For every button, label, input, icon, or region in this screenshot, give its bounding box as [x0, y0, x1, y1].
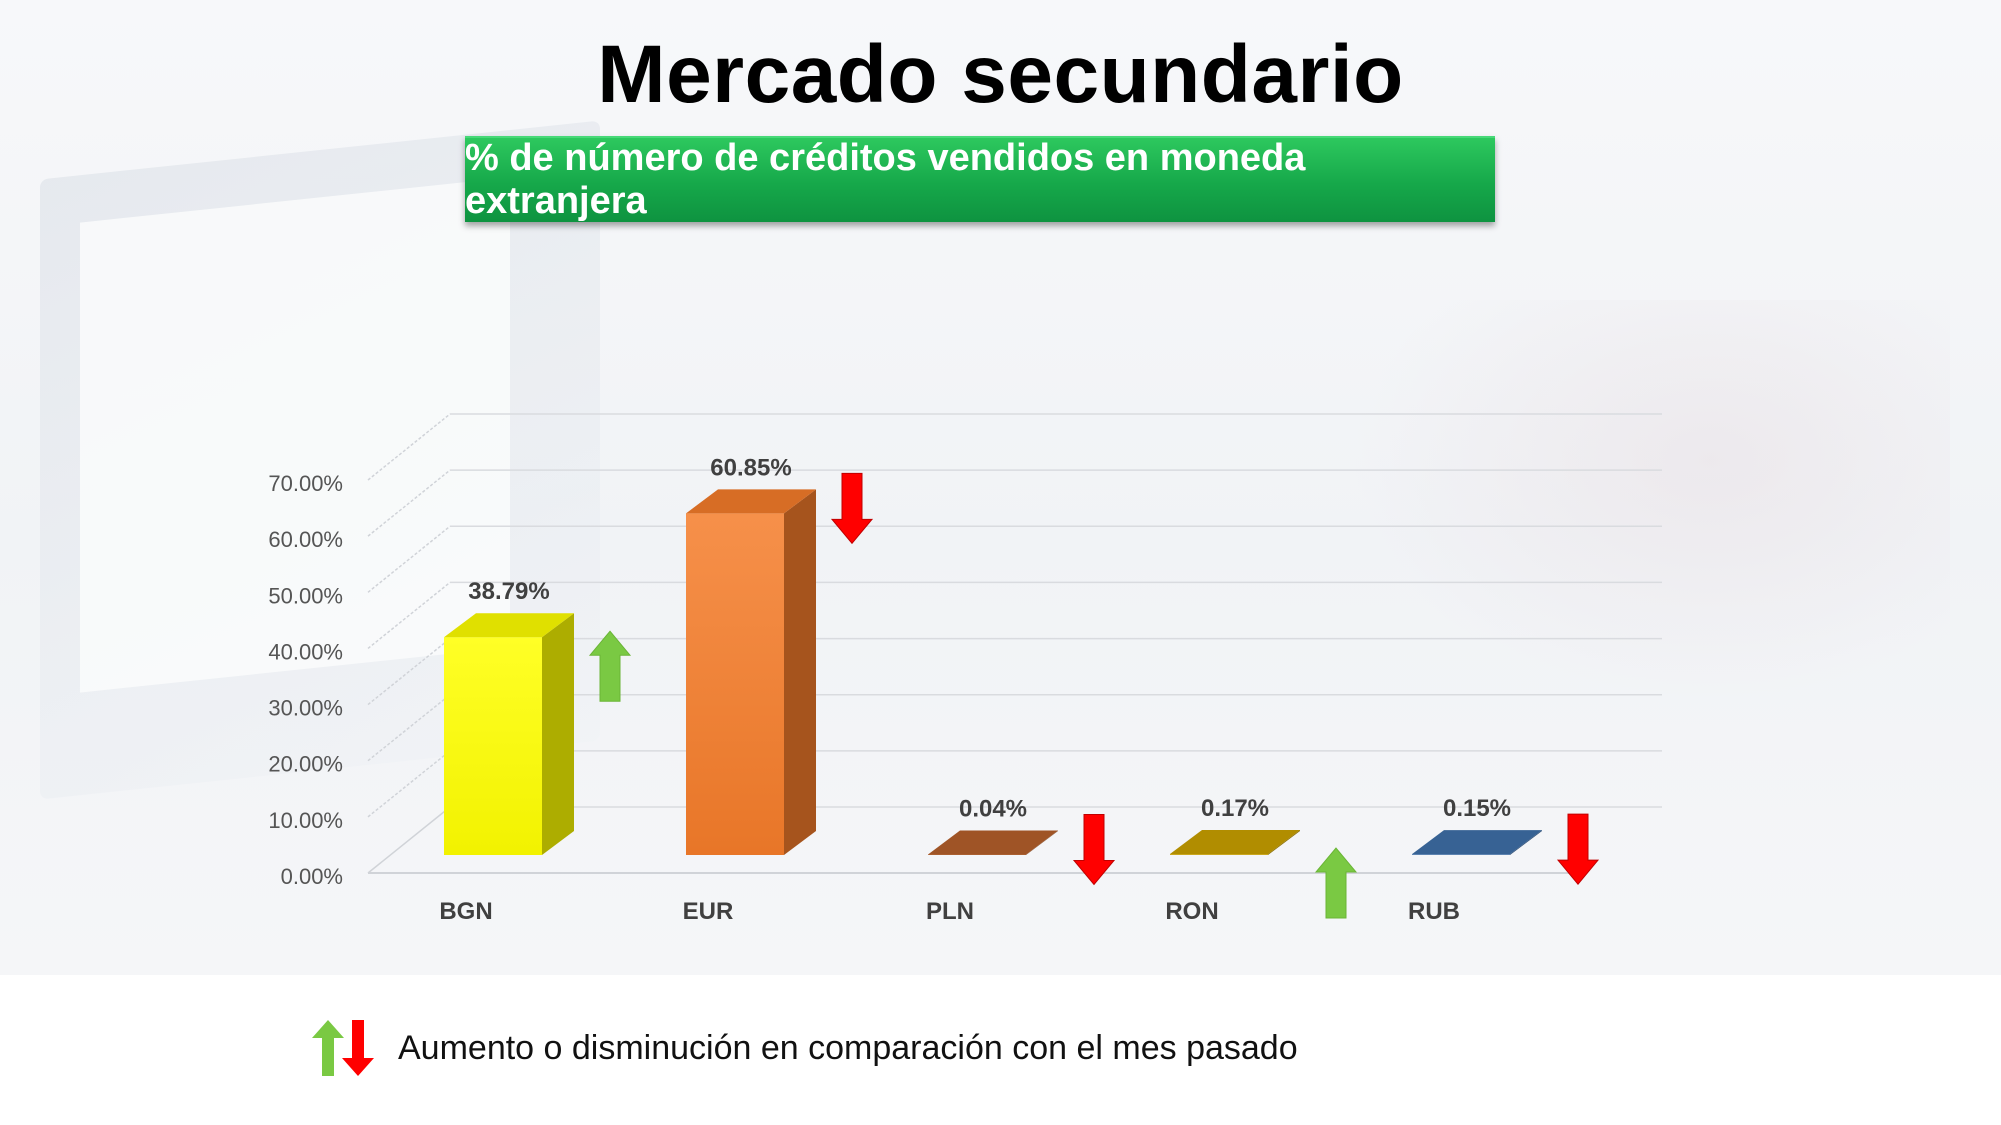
- y-tick-label: 70.00%: [268, 471, 343, 496]
- bar-ron: [1170, 854, 1268, 855]
- down-arrow-icon-pln: [1072, 814, 1116, 886]
- down-arrow-icon-eur: [830, 472, 874, 545]
- category-label-rub: RUB: [1408, 898, 1460, 925]
- y-tick-label: 50.00%: [268, 583, 343, 608]
- bar-side-eur: [784, 489, 816, 855]
- data-label-pln: 0.04%: [959, 796, 1027, 823]
- bar-top-bgn: [444, 613, 574, 638]
- bar-side-pln: [1026, 830, 1058, 855]
- bar-side-rub: [1510, 830, 1542, 855]
- data-label-ron: 0.17%: [1201, 795, 1269, 822]
- bar-top-eur: [686, 489, 816, 514]
- wall-gridline: [367, 525, 451, 593]
- bar-top-pln: [928, 830, 1058, 855]
- wall-gridline: [367, 750, 451, 818]
- wall-gridline: [367, 694, 451, 762]
- legend: Aumento o disminución en comparación con…: [312, 1018, 1298, 1078]
- down-arrow-icon-rub: [1556, 813, 1600, 885]
- wall-gridline: [367, 469, 451, 537]
- bar-bgn: [444, 637, 542, 855]
- wall-gridline: [367, 806, 451, 874]
- bar-top-rub: [1412, 830, 1542, 855]
- legend-down-arrow-icon: [342, 1020, 374, 1076]
- bar-side-bgn: [542, 613, 574, 855]
- y-tick-label: 40.00%: [268, 639, 343, 664]
- wall-gridline: [367, 581, 451, 650]
- bar-pln: [928, 854, 1026, 855]
- category-label-eur: EUR: [683, 898, 734, 925]
- wall-gridline: [367, 413, 451, 481]
- category-label-ron: RON: [1165, 898, 1218, 925]
- y-tick-label: 20.00%: [268, 752, 343, 777]
- y-tick-label: 60.00%: [268, 527, 343, 552]
- bar-side-ron: [1268, 830, 1300, 855]
- category-label-bgn: BGN: [439, 898, 492, 925]
- bar-rub: [1412, 854, 1510, 855]
- legend-text: Aumento o disminución en comparación con…: [398, 1028, 1298, 1067]
- y-tick-label: 30.00%: [268, 696, 343, 721]
- bar-top-ron: [1170, 830, 1300, 855]
- wall-gridline: [367, 637, 451, 706]
- category-label-pln: PLN: [926, 898, 974, 925]
- page-title: Mercado secundario: [597, 29, 1404, 120]
- legend-up-arrow-icon: [312, 1020, 344, 1076]
- bar-chart: 0.00% 10.00% 20.00% 30.00% 40.00% 50.00% 60.00…: [268, 413, 1662, 925]
- up-arrow-icon-ron: [1314, 847, 1358, 919]
- y-tick-label: 10.00%: [268, 808, 343, 833]
- background-hands-image: [1350, 300, 1950, 700]
- chart-subtitle-banner: % de número de créditos vendidos en mone…: [465, 136, 1495, 222]
- bar-eur: [686, 513, 784, 855]
- data-label-rub: 0.15%: [1443, 795, 1511, 822]
- legend-arrows-icon: [312, 1020, 374, 1076]
- data-label-bgn: 38.79%: [468, 578, 549, 605]
- up-arrow-icon-bgn: [588, 630, 632, 702]
- data-label-eur: 60.85%: [710, 454, 791, 481]
- y-tick-label: 0.00%: [281, 864, 343, 889]
